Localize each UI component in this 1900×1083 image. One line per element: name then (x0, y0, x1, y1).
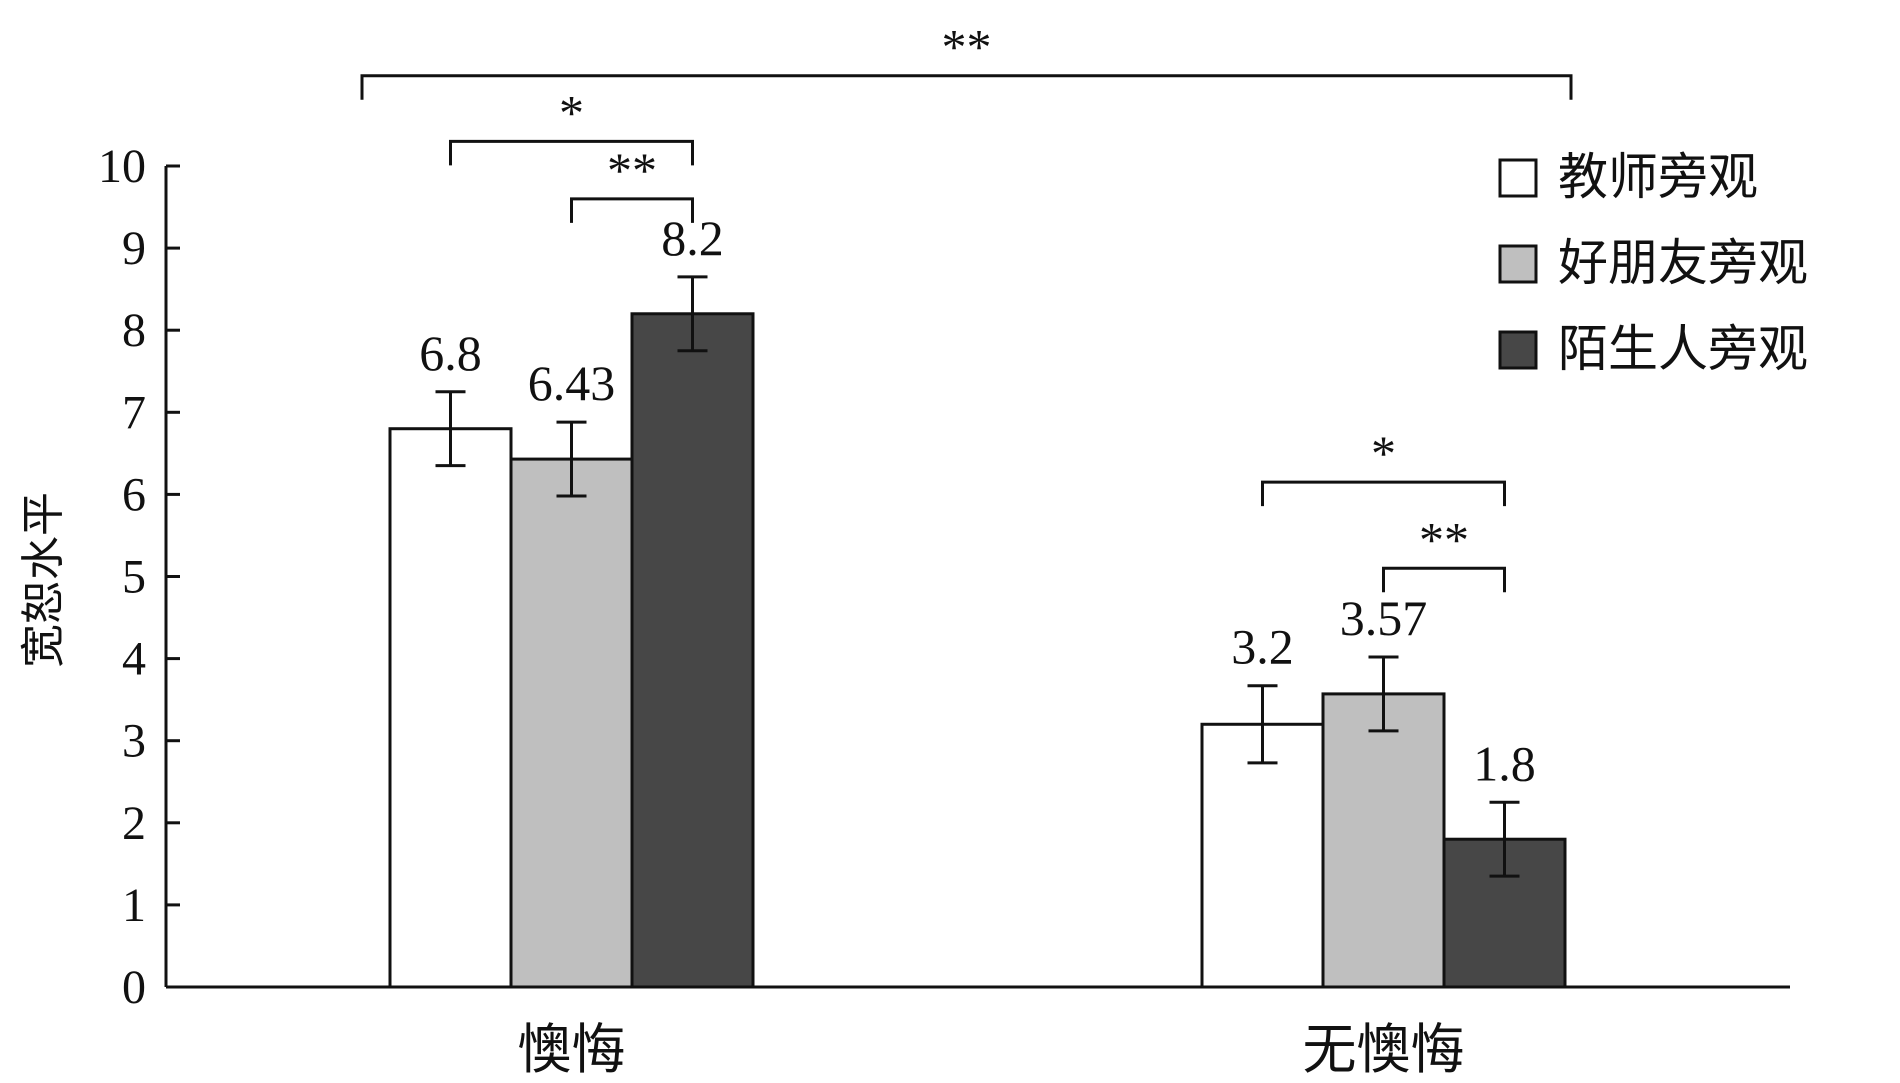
bar-value-label: 1.8 (1473, 735, 1536, 791)
bar-value-label: 6.43 (528, 355, 616, 411)
axes: 0 1 2 3 4 5 6 7 8 9 10 懊悔 无懊悔 (98, 140, 1790, 1081)
y-axis-title: 宽恕水平 (18, 492, 69, 668)
bar-value-label: 3.57 (1340, 590, 1428, 646)
y-tick-label: 7 (122, 386, 146, 439)
y-tick-label: 3 (122, 715, 146, 768)
bar (1200, 722, 1325, 989)
significance-bracket (360, 74, 1573, 100)
y-tick-label: 10 (98, 140, 146, 193)
error-bars (435, 275, 1520, 878)
significance-brackets: ******** (360, 19, 1573, 593)
legend-swatch (1498, 330, 1538, 370)
significance-label: ** (607, 142, 657, 198)
bar-value-label: 6.8 (419, 325, 482, 381)
y-tick-label: 6 (122, 468, 146, 521)
legend-swatch (1498, 244, 1538, 284)
bar-value-label: 3.2 (1231, 619, 1294, 675)
significance-label: ** (1419, 511, 1469, 567)
bars (388, 312, 1567, 989)
y-tick-label: 1 (122, 879, 146, 932)
y-tick-label: 9 (122, 222, 146, 275)
bar (630, 312, 755, 989)
value-labels: 6.8 3.2 6.43 3.57 8.2 1.8 (419, 210, 1536, 791)
legend-swatch (1498, 158, 1538, 198)
significance-bracket (570, 197, 694, 223)
x-category-label: 懊悔 (518, 1018, 626, 1081)
y-tick-label: 8 (122, 304, 146, 357)
legend-label: 陌生人旁观 (1558, 320, 1808, 378)
y-tick-label: 0 (122, 961, 146, 1014)
significance-label: * (1371, 425, 1396, 481)
bar (1321, 692, 1446, 989)
significance-bracket (1382, 566, 1506, 593)
y-tick-label: 2 (122, 797, 146, 850)
significance-bracket (1261, 480, 1506, 507)
x-category-label: 无懊悔 (1303, 1018, 1465, 1081)
bar (388, 427, 513, 989)
significance-label: * (559, 84, 584, 140)
y-tick-label: 4 (122, 633, 146, 686)
legend-label: 好朋友旁观 (1558, 234, 1808, 292)
bar-value-label: 8.2 (661, 210, 724, 266)
y-tick-label: 5 (122, 551, 146, 604)
significance-label: ** (942, 19, 992, 75)
bar (509, 457, 634, 989)
legend-label: 教师旁观 (1558, 148, 1758, 206)
significance-bracket (449, 139, 694, 166)
